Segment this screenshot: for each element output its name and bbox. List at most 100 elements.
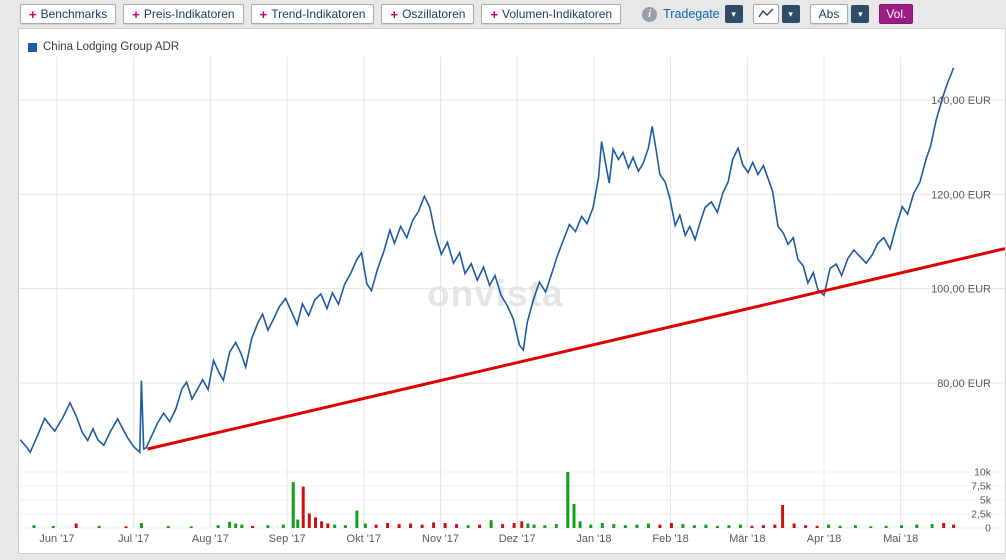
volume-bar [386, 523, 390, 528]
volume-bar [314, 517, 317, 528]
price-volume-chart[interactable]: 140,00 EUR 120,00 EUR 100,00 EUR 80,00 EUR 1… [19, 29, 1005, 553]
volume-bar [478, 524, 482, 528]
volume-indicators-button-label: Volumen-Indikatoren [502, 7, 613, 21]
volume-bar [343, 525, 347, 528]
volume-bar [291, 482, 295, 528]
volume-bar [773, 524, 777, 528]
volume-axis-label: 10k [974, 467, 992, 479]
volume-bar [761, 525, 765, 528]
volume-bar [228, 521, 232, 528]
price-indicators-button[interactable]: + Preis-Indikatoren [123, 4, 244, 24]
series-name: China Lodging Group ADR [43, 41, 180, 53]
volume-indicators-button[interactable]: + Volumen-Indikatoren [481, 4, 622, 24]
volume-bar [526, 523, 530, 528]
volume-bar [501, 524, 505, 528]
add-icon: + [490, 6, 499, 22]
scale-abs-button-label: Abs [818, 7, 840, 21]
volume-bar [374, 524, 378, 528]
volume-bar [326, 523, 330, 528]
volume-bar [363, 523, 367, 528]
price-axis-label: 80,00 EUR [937, 378, 991, 390]
volume-bar [612, 524, 616, 528]
volume-bar [166, 526, 170, 528]
volume-bar [97, 525, 101, 528]
volume-bar [600, 523, 604, 528]
month-axis-label: Sep '17 [269, 533, 306, 545]
month-axis-label: Nov '17 [422, 533, 459, 545]
chevron-down-icon: ▾ [731, 8, 736, 19]
scale-abs-button[interactable]: Abs [809, 4, 849, 24]
volume-bar [74, 523, 78, 528]
volume-bar [572, 503, 576, 528]
volume-toggle-button[interactable]: Vol. [879, 4, 914, 24]
volume-bar [838, 525, 842, 528]
trend-indicators-button-label: Trend-Indikatoren [271, 7, 366, 21]
month-axis-label: Mär '18 [729, 533, 765, 545]
exchange-dropdown-button[interactable]: ▾ [724, 5, 743, 23]
price-indicators-button-label: Preis-Indikatoren [143, 7, 235, 21]
volume-bar [281, 524, 285, 528]
volume-bar [669, 523, 673, 528]
volume-bar [455, 524, 459, 528]
volume-bar [409, 523, 413, 528]
volume-bar [715, 525, 719, 528]
oscillators-button-label: Oszillatoren [402, 7, 466, 21]
volume-bar [443, 523, 447, 528]
series-color-swatch [28, 42, 37, 52]
chevron-down-icon: ▾ [858, 8, 863, 19]
volume-bar [420, 524, 424, 528]
info-icon[interactable]: i [642, 6, 658, 22]
volume-bar [930, 524, 934, 528]
volume-bar [301, 486, 305, 528]
volume-bar [566, 472, 570, 528]
trend-indicators-button[interactable]: + Trend-Indikatoren [250, 4, 375, 24]
price-axis-label: 120,00 EUR [931, 189, 991, 201]
volume-bar [489, 520, 493, 528]
volume-bar [589, 524, 593, 528]
volume-axis-label: 0 [985, 523, 991, 535]
volume-bar [750, 525, 754, 528]
volume-bar [32, 525, 36, 528]
price-axis-label: 140,00 EUR [931, 95, 991, 107]
volume-bar [532, 524, 536, 528]
volume-toggle-label: Vol. [886, 7, 907, 21]
volume-bar [792, 523, 796, 528]
volume-bar [692, 525, 696, 528]
month-axis-label: Dez '17 [499, 533, 536, 545]
benchmarks-button[interactable]: + Benchmarks [20, 4, 117, 24]
toolbar-right-group: i Tradegate ▾ ▾ Abs ▾ Vol. [642, 4, 914, 24]
month-axis-label: Apr '18 [807, 533, 842, 545]
month-axis-label: Feb '18 [652, 533, 688, 545]
oscillators-button[interactable]: + Oszillatoren [381, 4, 475, 24]
price-series-line [19, 67, 955, 455]
volume-bar [266, 525, 270, 528]
onvista-watermark: onvista [427, 273, 564, 314]
chart-toolbar: + Benchmarks + Preis-Indikatoren + Trend… [0, 0, 1006, 28]
volume-bar [124, 526, 128, 528]
volume-bar [900, 525, 903, 528]
volume-bar [432, 522, 436, 528]
month-axis-label: Jun '17 [39, 533, 74, 545]
exchange-selector[interactable]: Tradegate [663, 7, 720, 21]
volume-bar [804, 525, 808, 528]
volume-bar [815, 525, 819, 528]
volume-bar [738, 524, 742, 528]
chart-panel: China Lodging Group ADR onvista 140,00 E… [18, 28, 1006, 554]
price-axis-label: 100,00 EUR [931, 284, 991, 296]
volume-bar [189, 526, 193, 528]
volume-bar [554, 524, 558, 528]
month-axis-label: Jan '18 [576, 533, 611, 545]
volume-bar [320, 521, 324, 528]
volume-bar [543, 525, 547, 528]
chart-type-dropdown-button[interactable]: ▾ [781, 5, 800, 23]
volume-bar [635, 524, 639, 528]
add-icon: + [390, 6, 399, 22]
chart-type-button[interactable] [752, 4, 779, 24]
benchmarks-button-label: Benchmarks [40, 7, 108, 21]
scale-dropdown-button[interactable]: ▾ [851, 5, 870, 23]
volume-bar [681, 524, 685, 528]
volume-bar [139, 523, 143, 528]
volume-bar [727, 525, 731, 528]
chevron-down-icon: ▾ [788, 8, 793, 19]
